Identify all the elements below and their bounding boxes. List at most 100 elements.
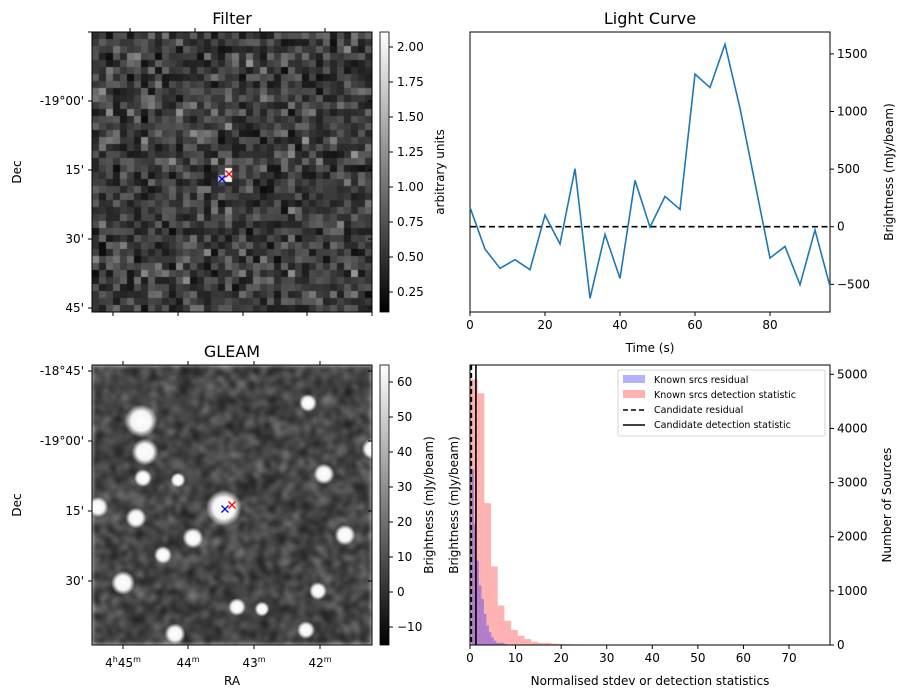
residual-bar [471,469,474,645]
blue-x-marker [218,175,226,183]
ra-tick-label-part: h [113,655,118,664]
colorbar-tick-label: 40 [397,445,412,459]
y-tick-label: 500 [837,162,860,176]
blue-x-marker [221,505,229,513]
detection-stat-bar [477,393,485,645]
x-tick-label: 20 [553,651,568,665]
colorbar-tick-label: 1.00 [397,180,424,194]
residual-bar [483,613,487,645]
y-tick-label: 1000 [837,105,868,119]
residual-bar [491,637,494,645]
lightcurve-frame [469,31,831,313]
y-tick-label: 1500 [837,47,868,61]
detection-stat-bar [531,641,538,645]
residual-bar [498,642,502,645]
hist-ylabel-left: Brightness (mJy/beam) [447,436,461,574]
x-tick-label: 70 [781,651,796,665]
y-tick-label: 5000 [837,367,868,381]
light-curve-line [469,41,831,299]
red-x-marker [225,170,233,178]
dec-tick-label: 45' [65,301,84,315]
panel-2-frame [91,364,373,646]
detection-stat-bar [544,642,552,645]
detection-stat-bar [497,605,505,645]
red-x-marker [228,501,236,509]
ra-tick-label: 43m [242,655,265,670]
colorbar-tick-label: 1.75 [397,75,424,89]
x-tick-label: 10 [508,651,523,665]
detection-stat-bar [517,635,525,645]
y-tick-label: 0 [837,220,845,234]
colorbar-0 [379,31,390,313]
y-tick-label: 3000 [837,476,868,490]
residual-bar [488,632,492,645]
dec-tick-label: -19°00' [40,434,84,448]
lightcurve-title: Light Curve [604,9,696,28]
y-tick-label: −500 [837,277,870,291]
residual-bar [486,625,489,645]
x-tick-label: 60 [736,651,751,665]
filter-title: Filter [212,9,252,28]
colorbar-tick-label: 0 [397,585,405,599]
colorbar-tick-label: −10 [397,620,422,634]
residual-bar [493,640,497,645]
colorbar-tick-label: 1.50 [397,110,424,124]
x-tick-label: 30 [599,651,614,665]
dec-tick-label: 30' [65,574,84,588]
legend-label-residual: Known srcs residual [654,375,748,386]
ra-tick-label: 44m [176,655,199,670]
gleam-colorbar-label: Brightness (mJy/beam) [422,436,436,574]
ra-tick-label-part: m [133,655,141,664]
histogram-frame [469,364,831,646]
colorbar-tick-label: 0.25 [397,285,424,299]
legend-swatch-detection [623,390,645,398]
ra-tick-label: 4h45m [105,655,141,670]
dec-tick-label: 15' [65,163,84,177]
ra-tick-label-part: m [258,655,266,664]
detection-stat-bar [524,639,532,645]
gleam-ylabel: Dec [10,493,24,516]
dec-tick-label: -19°00' [40,94,84,108]
dec-tick-label: 30' [65,232,84,246]
filter-image [92,32,372,312]
detection-stat-bar [484,503,492,645]
legend-label-detection: Known srcs detection statistic [654,390,796,401]
ra-tick-label-part: m [192,655,200,664]
x-tick-label: 60 [687,318,702,332]
residual-bar [503,643,507,645]
residual-bar [476,560,479,645]
detection-stat-bar [557,643,565,645]
colorbar-tick-label: 2.00 [397,40,424,54]
colorbar-tick-label: 30 [397,480,412,494]
y-tick-label: 4000 [837,421,868,435]
legend-label-candidate-detection: Candidate detection statistic [654,420,791,431]
ra-tick-label-part: 42 [308,656,323,670]
x-tick-label: 0 [466,651,474,665]
y-tick-label: 2000 [837,530,868,544]
gleam-xlabel: RA [224,674,241,688]
residual-bar [501,642,504,645]
legend-label-candidate-residual: Candidate residual [654,405,743,416]
filter-ylabel: Dec [10,160,24,183]
residual-bar [481,598,484,645]
panel-0-frame [91,31,373,313]
dec-tick-label: 15' [65,504,84,518]
ra-tick-label-part: 45 [118,656,133,670]
x-tick-label: 80 [762,318,777,332]
detection-stat-bar [551,643,558,645]
hist-legend: Known srcs residual Known srcs detection… [617,369,826,437]
residual-bar [496,642,499,645]
lightcurve-xlabel: Time (s) [625,341,675,355]
detection-stat-bar [511,629,518,645]
ra-tick-label-part: 44 [176,656,191,670]
x-tick-label: 0 [466,318,474,332]
hist-xlabel: Normalised stdev or detection statistics [531,674,770,688]
y-tick-label: 0 [837,638,845,652]
ra-tick-label-part: m [324,655,332,664]
x-tick-label: 40 [612,318,627,332]
detection-stat-bar [491,566,498,645]
hist-ylabel-right: Number of Sources [880,448,894,563]
detection-stat-bar [504,620,512,645]
ra-tick-label: 42m [308,655,331,670]
